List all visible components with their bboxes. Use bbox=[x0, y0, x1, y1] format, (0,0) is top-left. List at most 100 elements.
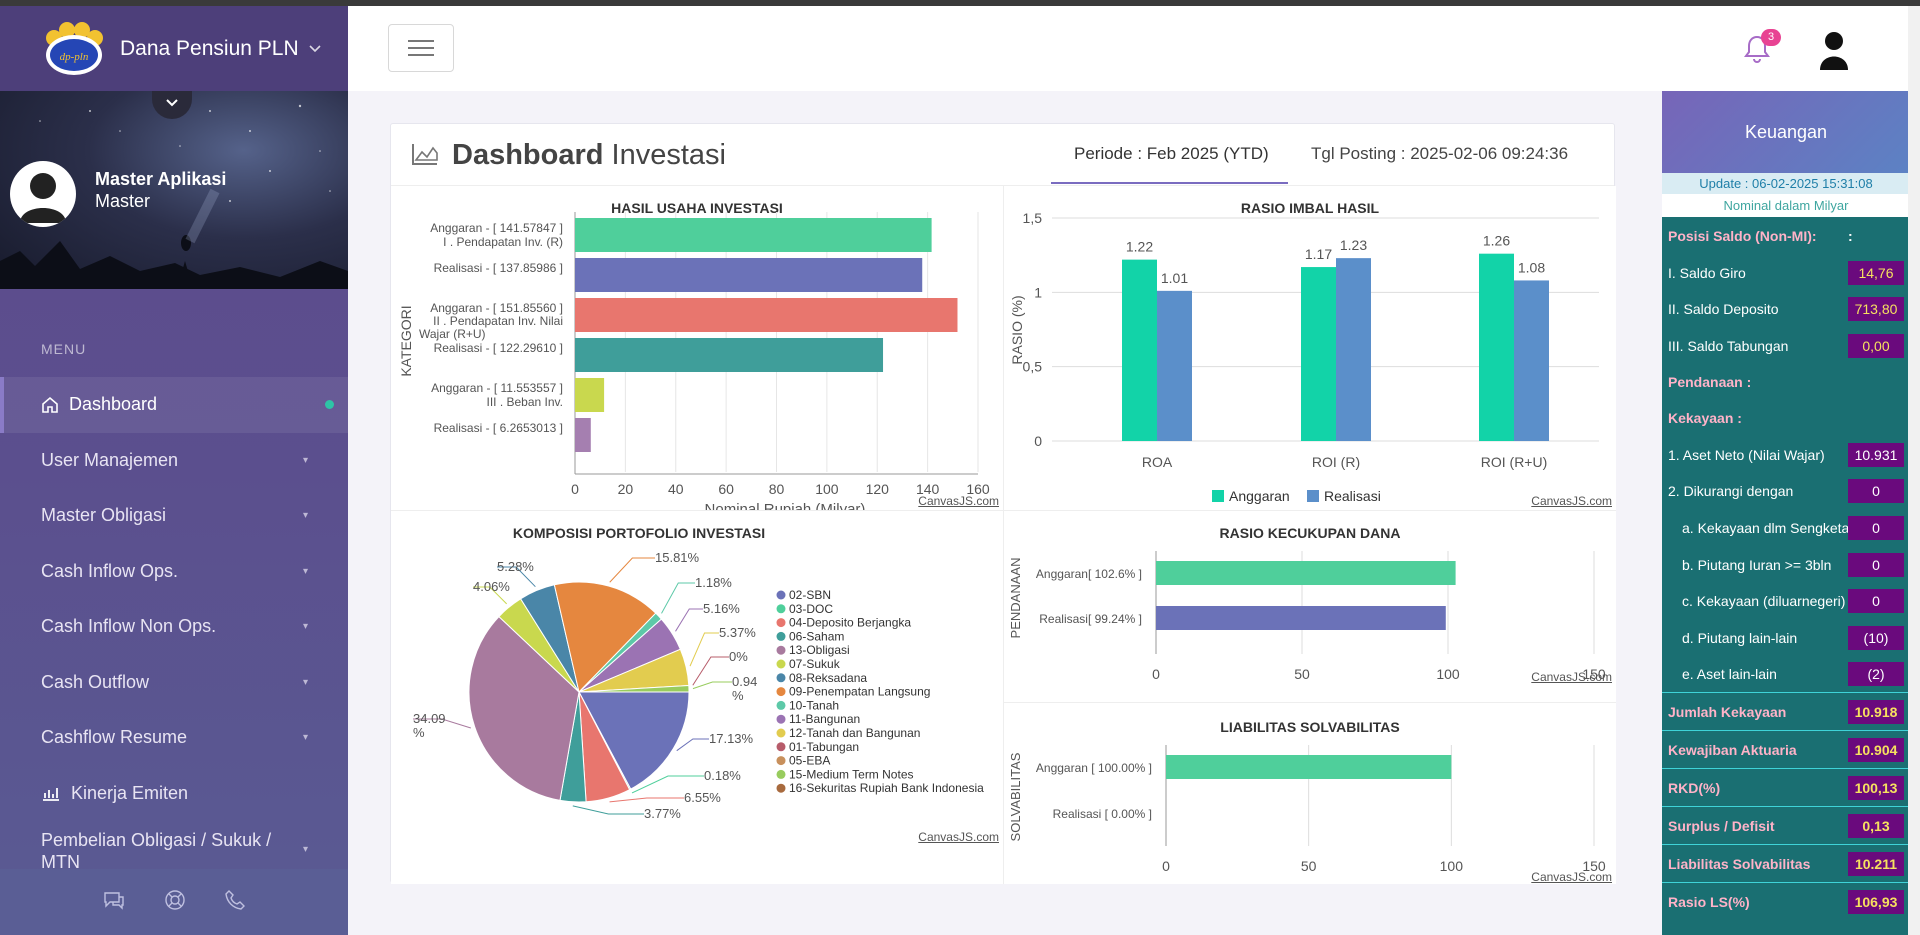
sidebar-item-label: Kinerja Emiten bbox=[71, 782, 189, 803]
avatar[interactable] bbox=[10, 161, 76, 227]
user-icon[interactable] bbox=[1818, 30, 1850, 75]
sidebar-item-label: Cash Inflow Non Ops. bbox=[41, 616, 217, 637]
leader-line bbox=[692, 656, 729, 686]
legend-swatch bbox=[776, 631, 786, 641]
leader-line bbox=[689, 632, 719, 667]
data-label: 1.26 bbox=[1483, 233, 1510, 249]
keuangan-row-value: 14,76 bbox=[1848, 260, 1904, 285]
komposisi-panel: KOMPOSISI PORTOFOLIO INVESTASI 17.13% 0.18… bbox=[391, 511, 1003, 884]
legend-swatch bbox=[1212, 490, 1224, 502]
keuangan-row-label: Pendanaan : bbox=[1668, 374, 1752, 390]
sidebar-item-label: Master Obligasi bbox=[41, 505, 167, 526]
legend-swatch bbox=[776, 783, 786, 793]
sidebar-footer bbox=[0, 869, 348, 935]
leader-line bbox=[692, 681, 732, 690]
top-header: 3 bbox=[348, 6, 1908, 91]
active-tab-indicator bbox=[1051, 182, 1288, 184]
sidebar-item-user-manajemen[interactable]: User Manajemen ▾ bbox=[0, 433, 348, 489]
keuangan-row-label: 1. Aset Neto (Nilai Wajar) bbox=[1668, 446, 1825, 463]
tab-periode[interactable]: Periode : Feb 2025 (YTD) bbox=[1074, 144, 1269, 163]
solvabilitas-chart: LIABILITAS SOLVABILITAS 0 50 100 150 SOLVABIL… bbox=[1008, 719, 1606, 874]
page-scrollbar[interactable] bbox=[1908, 6, 1920, 935]
keuangan-panel: Keuangan Update : 06-02-2025 15:31:08 No… bbox=[1662, 91, 1910, 935]
category-label-cont: Wajar (R+U) bbox=[419, 327, 486, 341]
y-tick-label: 1,5 bbox=[1023, 210, 1043, 226]
legend-swatch bbox=[776, 742, 786, 752]
bar-label: Anggaran - [ 11.553557 ] bbox=[431, 381, 563, 395]
chart-title: HASIL USAHA INVESTASI bbox=[611, 200, 783, 216]
legend-swatch bbox=[776, 604, 786, 614]
legend-swatch bbox=[1307, 490, 1319, 502]
legend-label: Anggaran bbox=[1229, 488, 1290, 504]
chat-icon[interactable] bbox=[102, 890, 126, 915]
y-tick-label: 1 bbox=[1034, 284, 1042, 300]
rkd-panel: RASIO KECUKUPAN DANA 0 50 100 150 PENDANAAN An… bbox=[1004, 511, 1616, 702]
sidebar-item-cash-inflow-ops[interactable]: Cash Inflow Ops. ▾ bbox=[0, 544, 348, 600]
chart-title: RASIO IMBAL HASIL bbox=[1241, 200, 1380, 216]
sidebar-item-kinerja-emiten[interactable]: Kinerja Emiten bbox=[0, 766, 348, 822]
home-icon bbox=[41, 396, 59, 414]
chart-title: RASIO KECUKUPAN DANA bbox=[1220, 525, 1401, 541]
sidebar-item-cashflow-resume[interactable]: Cashflow Resume ▾ bbox=[0, 710, 348, 766]
bar bbox=[1166, 755, 1452, 779]
hamburger-menu-button[interactable] bbox=[388, 24, 454, 72]
keuangan-row-value: 10.931 bbox=[1848, 442, 1904, 467]
sidebar-item-cash-inflow-non-ops[interactable]: Cash Inflow Non Ops. ▾ bbox=[0, 599, 348, 655]
lifebuoy-icon[interactable] bbox=[164, 889, 186, 916]
data-label: 1.08 bbox=[1518, 259, 1545, 275]
legend-swatch bbox=[776, 700, 786, 710]
x-tick-label: 100 bbox=[815, 481, 839, 497]
chevron-down-icon: ▾ bbox=[302, 565, 308, 577]
legend-label: 16-Sekuritas Rupiah Bank Indonesia bbox=[789, 781, 984, 795]
leader-line bbox=[661, 582, 695, 614]
canvasjs-credit[interactable]: CanvasJS.com bbox=[1531, 494, 1612, 508]
bar bbox=[575, 418, 591, 452]
svg-text:dp-pln: dp-pln bbox=[60, 51, 89, 63]
keuangan-row: II. Saldo Deposito 713,80 bbox=[1662, 291, 1910, 327]
hasil-usaha-panel: HASIL USAHA INVESTASI 0 20 40 60 80 100 120 140 1… bbox=[391, 186, 1003, 518]
keuangan-row-label: e. Aset lain-lain bbox=[1682, 666, 1777, 682]
bar bbox=[1336, 258, 1371, 441]
x-tick-label: 80 bbox=[769, 481, 785, 497]
legend-swatch bbox=[776, 687, 786, 697]
bar-label: Realisasi - [ 6.2653013 ] bbox=[434, 421, 563, 435]
data-label: 1.22 bbox=[1126, 239, 1153, 255]
y-axis-title: RASIO (%) bbox=[1009, 295, 1025, 364]
legend-label: 09-Penempatan Langsung bbox=[789, 685, 930, 699]
data-label: 1.17 bbox=[1305, 246, 1332, 262]
keuangan-row: e. Aset lain-lain (2) bbox=[1662, 656, 1910, 692]
chevron-down-icon: ▾ bbox=[302, 676, 308, 688]
sidebar-item-pembelian-obligasi[interactable]: Pembelian Obligasi / Sukuk / MTN ▾ bbox=[0, 821, 348, 869]
brand[interactable]: dp-pln Dana Pensiun PLN bbox=[0, 6, 348, 91]
legend-label: 12-Tanah dan Bangunan bbox=[789, 726, 920, 740]
phone-icon[interactable] bbox=[224, 889, 246, 916]
keuangan-row-value: 106,93 bbox=[1848, 889, 1904, 914]
x-tick-label: ROI (R) bbox=[1312, 454, 1360, 470]
x-tick-label: 50 bbox=[1301, 858, 1317, 874]
keuangan-row-label: III. Saldo Tabungan bbox=[1668, 337, 1789, 354]
sidebar-item-cash-outflow[interactable]: Cash Outflow ▾ bbox=[0, 655, 348, 711]
canvasjs-credit[interactable]: CanvasJS.com bbox=[918, 830, 999, 844]
bar-label: Realisasi[ 99.24% ] bbox=[1039, 612, 1142, 626]
legend-swatch bbox=[776, 590, 786, 600]
sidebar-item-label: Dashboard bbox=[69, 394, 158, 415]
area-chart-icon bbox=[411, 142, 439, 171]
keuangan-row-value: 0,13 bbox=[1848, 813, 1904, 838]
tgl-posting: Tgl Posting : 2025-02-06 09:24:36 bbox=[1311, 144, 1569, 163]
keuangan-row-value: 10.211 bbox=[1848, 851, 1904, 876]
sidebar-item-master-obligasi[interactable]: Master Obligasi ▾ bbox=[0, 488, 348, 544]
canvasjs-credit[interactable]: CanvasJS.com bbox=[1531, 670, 1612, 684]
sidebar-item-dashboard[interactable]: Dashboard bbox=[0, 377, 348, 433]
bar-label: Anggaran - [ 141.57847 ] bbox=[430, 221, 563, 235]
rasio-imbal-chart: RASIO IMBAL HASIL 0 0,5 1 1,5 RASIO (%) ROA 1.2… bbox=[1009, 200, 1599, 504]
leader-line bbox=[473, 586, 508, 605]
keuangan-row-label: I. Saldo Giro bbox=[1668, 264, 1746, 281]
legend-label: 05-EBA bbox=[789, 754, 830, 768]
keuangan-update: Update : 06-02-2025 15:31:08 bbox=[1662, 173, 1910, 195]
chevron-down-icon[interactable] bbox=[309, 42, 321, 56]
canvasjs-credit[interactable]: CanvasJS.com bbox=[1531, 870, 1612, 884]
slice-label-unit: % bbox=[732, 688, 744, 703]
canvasjs-credit[interactable]: CanvasJS.com bbox=[918, 494, 999, 508]
chevron-down-icon: ▾ bbox=[302, 454, 308, 466]
x-tick-label: ROI (R+U) bbox=[1481, 454, 1548, 470]
